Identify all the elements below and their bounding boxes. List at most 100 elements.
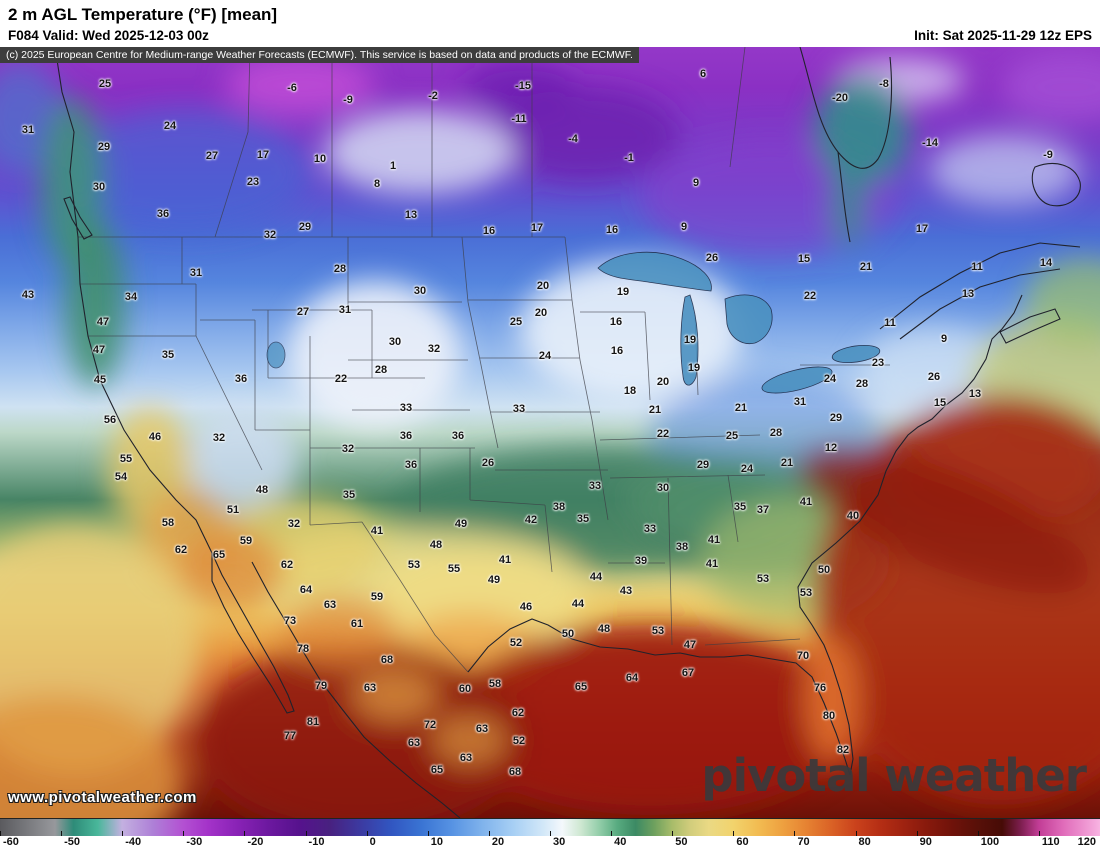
temp-label: 59 bbox=[370, 591, 384, 603]
temp-label: 33 bbox=[643, 523, 657, 535]
map-labels: 25 -6 -9 -2 -15 6 -20 -8 31 24 -11 -4 -14 -9 29 27 17 10 1… bbox=[0, 47, 1100, 818]
colorbar-tick-label: -10 bbox=[308, 836, 325, 848]
temp-label: 64 bbox=[299, 584, 313, 596]
watermark: www.pivotalweather.com bbox=[8, 789, 197, 806]
temp-label: 25 bbox=[725, 430, 739, 442]
colorbar-tick-label: 110 bbox=[1041, 836, 1060, 848]
temp-label: 27 bbox=[296, 306, 310, 318]
temp-label: 44 bbox=[571, 598, 585, 610]
temp-label: 1 bbox=[389, 160, 397, 172]
temp-label: 43 bbox=[619, 585, 633, 597]
temp-label: -20 bbox=[832, 92, 848, 104]
temp-label: -15 bbox=[515, 80, 531, 92]
temp-label: 35 bbox=[161, 349, 175, 361]
temp-label: 36 bbox=[399, 430, 413, 442]
temp-label: 48 bbox=[255, 484, 269, 496]
colorbar-tick-mark bbox=[488, 831, 490, 836]
temp-label: 68 bbox=[508, 766, 522, 778]
temp-label: 24 bbox=[740, 463, 754, 475]
colorbar-tick-label: 90 bbox=[919, 836, 932, 848]
temp-label: 14 bbox=[1039, 257, 1053, 269]
temp-label: 16 bbox=[482, 225, 496, 237]
valid-time-label: F084 Valid: Wed 2025-12-03 00z bbox=[8, 28, 209, 43]
temp-label: 21 bbox=[734, 402, 748, 414]
temp-label: 18 bbox=[623, 385, 637, 397]
temp-label: 51 bbox=[226, 504, 240, 516]
temp-label: -4 bbox=[568, 133, 578, 145]
temp-label: 79 bbox=[314, 680, 328, 692]
temp-label: 19 bbox=[687, 362, 701, 374]
temp-label: 31 bbox=[189, 267, 203, 279]
temp-label: 17 bbox=[915, 223, 929, 235]
colorbar-tick-label: -20 bbox=[247, 836, 264, 848]
temperature-map bbox=[0, 47, 1100, 818]
temp-label: 67 bbox=[681, 667, 695, 679]
temp-label: -9 bbox=[343, 94, 353, 106]
temp-label: 56 bbox=[103, 414, 117, 426]
temp-label: 62 bbox=[280, 559, 294, 571]
temp-label: 80 bbox=[822, 710, 836, 722]
temp-label: 50 bbox=[561, 628, 575, 640]
temp-label: 24 bbox=[163, 120, 177, 132]
temp-label: 32 bbox=[263, 229, 277, 241]
temp-label: 53 bbox=[799, 587, 813, 599]
temp-label: 26 bbox=[927, 371, 941, 383]
temp-label: 64 bbox=[625, 672, 639, 684]
temp-label: 31 bbox=[793, 396, 807, 408]
temp-label: 9 bbox=[680, 221, 688, 233]
temp-label: 48 bbox=[597, 623, 611, 635]
temp-label: 25 bbox=[509, 316, 523, 328]
temp-label: -14 bbox=[922, 137, 938, 149]
temperature-field-regions bbox=[0, 52, 1100, 818]
init-time-label: Init: Sat 2025-11-29 12z EPS bbox=[914, 28, 1092, 43]
temp-label: 10 bbox=[313, 153, 327, 165]
temp-label: 41 bbox=[705, 558, 719, 570]
temp-label: 29 bbox=[97, 141, 111, 153]
colorbar-tick-label: -40 bbox=[125, 836, 142, 848]
colorbar-tick-label: 120 bbox=[1077, 836, 1096, 848]
temp-label: 55 bbox=[447, 563, 461, 575]
temp-label: 36 bbox=[404, 459, 418, 471]
temp-label: 26 bbox=[705, 252, 719, 264]
temp-label: 19 bbox=[616, 286, 630, 298]
colorbar-tick-label: -30 bbox=[186, 836, 203, 848]
temp-label: -1 bbox=[624, 152, 634, 164]
colorbar-ticks: -60 -50 -40 -30 -20 -10 0 10 20 30 40 50 60 70 80 90 100… bbox=[0, 836, 1100, 850]
colorbar-tick-mark bbox=[61, 831, 63, 836]
temp-label: 61 bbox=[350, 618, 364, 630]
temp-label: 82 bbox=[836, 744, 850, 756]
temp-label: 20 bbox=[656, 376, 670, 388]
colorbar-tick-label: -60 bbox=[3, 836, 19, 848]
colorbar-tick-label: 10 bbox=[430, 836, 444, 848]
colorbar-gradient bbox=[0, 818, 1100, 836]
temp-label: 63 bbox=[323, 599, 337, 611]
temp-label: 24 bbox=[538, 350, 552, 362]
temp-label: 13 bbox=[961, 288, 975, 300]
colorbar-tick-mark bbox=[611, 831, 613, 836]
temp-label: 81 bbox=[306, 716, 320, 728]
colorbar-tick-mark bbox=[427, 831, 429, 836]
temp-label: 9 bbox=[940, 333, 948, 345]
colorbar-tick-mark bbox=[794, 831, 796, 836]
temp-label: 63 bbox=[407, 737, 421, 749]
temp-label: 30 bbox=[92, 181, 106, 193]
colorbar-tick-label: 60 bbox=[736, 836, 749, 848]
temp-label: 43 bbox=[21, 289, 35, 301]
temp-label: 42 bbox=[524, 514, 538, 526]
colorbar-tick-label: 40 bbox=[614, 836, 627, 848]
temp-label: 44 bbox=[589, 571, 603, 583]
temp-label: 58 bbox=[161, 517, 175, 529]
temp-label: 58 bbox=[488, 678, 502, 690]
temp-label: 23 bbox=[871, 357, 885, 369]
temp-label: 23 bbox=[246, 176, 260, 188]
temp-label: 24 bbox=[823, 373, 837, 385]
temp-label: 22 bbox=[334, 373, 348, 385]
temp-label: 63 bbox=[459, 752, 473, 764]
temp-label: 28 bbox=[333, 263, 347, 275]
temp-label: 55 bbox=[119, 453, 133, 465]
forecast-info-bar: F084 Valid: Wed 2025-12-03 00z Init: Sat… bbox=[0, 28, 1100, 47]
colorbar-tick-mark bbox=[0, 831, 1, 836]
temp-label: 59 bbox=[239, 535, 253, 547]
temp-label: 28 bbox=[855, 378, 869, 390]
